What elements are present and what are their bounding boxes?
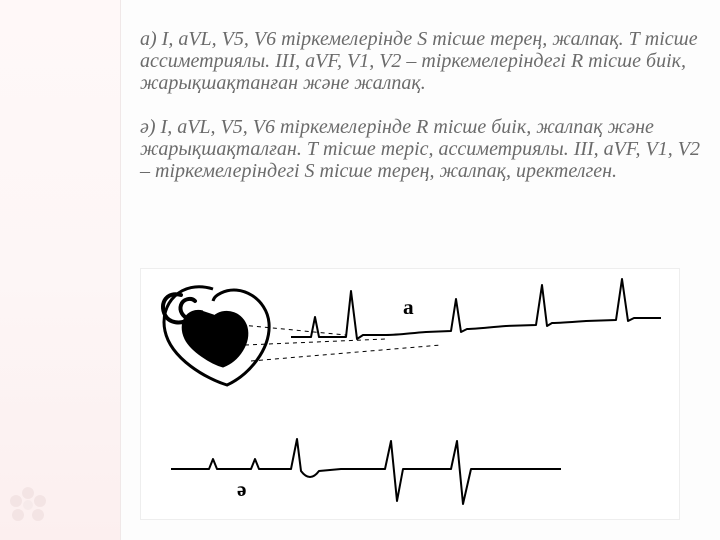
figure-label-a: а (403, 295, 414, 320)
dashed-line-1 (241, 325, 346, 335)
left-decorative-band (0, 0, 121, 540)
figure-label-b: ә (237, 477, 246, 502)
heart-diagram (163, 287, 269, 385)
dashed-lines (241, 325, 441, 361)
ecg-figure: а ә (140, 268, 680, 520)
flower-icon (8, 485, 48, 530)
ecg-trace-top (291, 279, 661, 339)
paragraph-b: ә) І, аVL, V5, V6 тіркемелерінде R тісше… (140, 116, 700, 182)
ecg-trace-bottom (171, 439, 561, 504)
dashed-line-3 (251, 345, 441, 361)
heart-node-dot (235, 337, 239, 341)
text-content: а) І, аVL, V5, V6 тіркемелерінде S тісше… (140, 28, 700, 204)
paragraph-a: а) І, аVL, V5, V6 тіркемелерінде S тісше… (140, 28, 700, 94)
